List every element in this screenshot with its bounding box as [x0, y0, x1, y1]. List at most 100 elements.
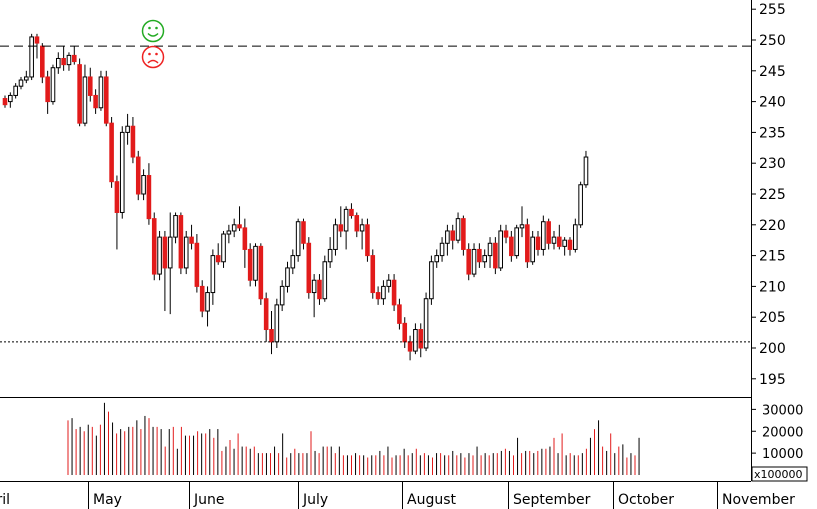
candle: [183, 230, 189, 275]
candle: [210, 249, 216, 305]
candle: [583, 150, 589, 188]
candle: [103, 70, 109, 127]
candle: [562, 237, 567, 256]
candle: [290, 249, 296, 275]
candle: [327, 237, 333, 268]
volume-tick-label: 30000: [762, 403, 803, 418]
price-y-ticks: 195 200 205 210 215 220 225 230 235 240 245 250 255: [751, 2, 786, 388]
candle: [391, 274, 397, 312]
volume-y-ticks: 10000 20000 30000: [751, 403, 803, 462]
candle: [231, 218, 237, 238]
price-tick-label: 210: [759, 279, 786, 295]
candle: [434, 249, 440, 268]
candle: [343, 206, 349, 250]
candle: [109, 117, 114, 188]
candle: [445, 224, 450, 256]
month-label: October: [618, 492, 674, 508]
month-label: May: [93, 492, 122, 508]
candle: [530, 230, 535, 265]
price-panel: 195 200 205 210 215 220 225 230 235 240 245 250 255: [0, 0, 786, 397]
price-tick-label: 205: [759, 310, 786, 326]
candle: [578, 181, 583, 228]
sentiment-markers: [141, 19, 165, 69]
candle: [66, 52, 72, 71]
candle: [386, 274, 392, 293]
month-label: June: [193, 492, 225, 508]
candle: [551, 230, 557, 250]
candle: [130, 117, 136, 164]
candle: [482, 249, 487, 268]
candle: [402, 317, 408, 348]
month-label: July: [302, 492, 328, 508]
candle: [50, 64, 56, 105]
candle: [8, 92, 13, 108]
candle: [509, 230, 514, 262]
candle: [61, 46, 66, 71]
candle: [466, 243, 472, 281]
candle: [450, 224, 456, 250]
smiley-icon: [141, 19, 165, 43]
candle: [194, 234, 200, 293]
candle: [215, 243, 221, 265]
price-candles: [2, 33, 589, 361]
candle: [557, 224, 562, 250]
price-tick-label: 220: [759, 218, 786, 234]
price-tick-label: 215: [759, 249, 786, 265]
candle: [301, 218, 306, 250]
candle: [125, 113, 130, 145]
candle: [77, 58, 82, 127]
candle: [56, 52, 61, 74]
price-tick-label: 240: [759, 95, 786, 111]
candle: [98, 70, 104, 111]
candle: [279, 280, 285, 312]
candle: [247, 243, 253, 287]
candle: [237, 206, 242, 231]
candle: [381, 280, 386, 305]
candle: [514, 224, 519, 259]
candle: [317, 274, 322, 305]
candle: [18, 76, 24, 90]
candle: [519, 206, 525, 238]
candle: [205, 286, 210, 327]
candle: [146, 163, 152, 225]
candle: [242, 218, 248, 268]
candle: [2, 95, 8, 108]
candle: [418, 323, 424, 358]
candle: [40, 43, 45, 84]
candle: [365, 218, 370, 262]
volume-tick-label: 20000: [762, 425, 803, 440]
candle: [189, 224, 194, 250]
candle: [407, 335, 413, 361]
price-tick-label: 245: [759, 64, 786, 80]
candle: [151, 212, 157, 281]
candle: [541, 215, 546, 256]
candle: [135, 150, 141, 201]
candle: [269, 311, 274, 355]
candle: [141, 169, 146, 201]
volume-tick-label: 10000: [762, 447, 803, 462]
price-tick-label: 195: [759, 372, 786, 388]
candle: [498, 224, 503, 271]
candle: [173, 212, 178, 244]
price-tick-label: 255: [759, 2, 786, 18]
candle: [253, 243, 258, 287]
candle: [349, 203, 354, 219]
month-label: November: [722, 492, 795, 508]
candle: [119, 126, 125, 219]
candle: [263, 292, 269, 342]
candle: [13, 83, 18, 99]
candle: [455, 212, 461, 244]
candle: [333, 218, 338, 256]
candle: [354, 212, 360, 238]
candle: [167, 212, 173, 315]
candle: [306, 237, 312, 299]
volume-unit: x100000: [754, 468, 803, 481]
price-tick-label: 225: [759, 187, 786, 203]
candle: [274, 298, 280, 348]
frown-icon: [141, 45, 165, 69]
candle: [429, 255, 434, 305]
candle: [199, 280, 205, 318]
candle: [359, 218, 365, 250]
candle: [93, 89, 98, 114]
candle: [525, 218, 530, 268]
